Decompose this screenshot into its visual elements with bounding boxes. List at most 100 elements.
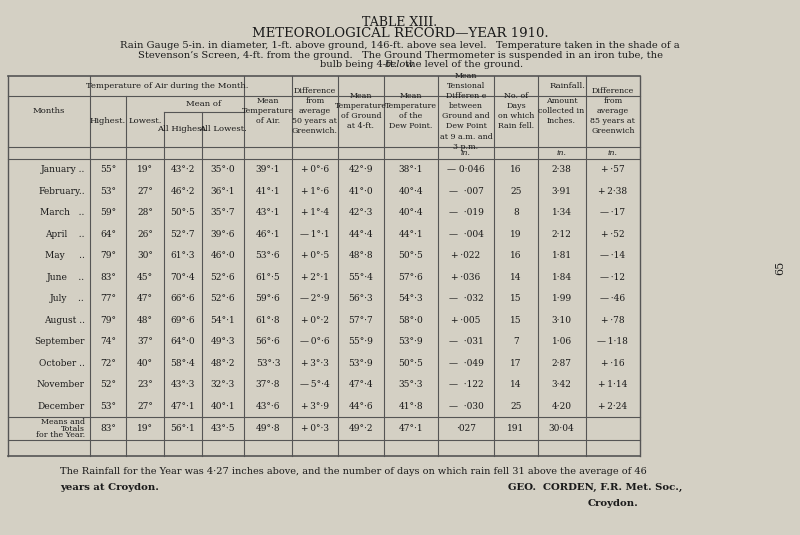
Text: — 0·046: — 0·046 — [447, 165, 485, 174]
Text: 44°·4: 44°·4 — [349, 230, 373, 239]
Text: 3·42: 3·42 — [552, 380, 571, 389]
Text: 50°·5: 50°·5 — [398, 251, 423, 261]
Text: 52°·7: 52°·7 — [170, 230, 195, 239]
Text: 57°·6: 57°·6 — [398, 273, 423, 282]
Text: All Highest.: All Highest. — [158, 126, 208, 133]
Text: 47°·1: 47°·1 — [170, 402, 195, 411]
Text: —  ·019: — ·019 — [449, 208, 483, 217]
Text: 59°·6: 59°·6 — [256, 294, 280, 303]
Text: 2·12: 2·12 — [552, 230, 571, 239]
Text: 57°·7: 57°·7 — [349, 316, 373, 325]
Text: 69°·6: 69°·6 — [170, 316, 195, 325]
Text: September: September — [34, 338, 85, 347]
Text: April    ..: April .. — [46, 230, 85, 239]
Text: 44°·1: 44°·1 — [398, 230, 423, 239]
Text: 70°·4: 70°·4 — [170, 273, 195, 282]
Text: 74°: 74° — [100, 338, 116, 347]
Text: 191: 191 — [507, 424, 525, 433]
Text: 58°·0: 58°·0 — [398, 316, 423, 325]
Text: 56°·3: 56°·3 — [349, 294, 373, 303]
Text: Rainfall.: Rainfall. — [550, 82, 586, 90]
Text: + ·57: + ·57 — [601, 165, 625, 174]
Text: + ·005: + ·005 — [451, 316, 481, 325]
Text: 46°·0: 46°·0 — [210, 251, 235, 261]
Text: 15: 15 — [510, 294, 522, 303]
Text: + 0°·5: + 0°·5 — [301, 251, 329, 261]
Text: 49°·3: 49°·3 — [210, 338, 235, 347]
Text: 41°·1: 41°·1 — [256, 187, 280, 196]
Text: 48°: 48° — [138, 316, 154, 325]
Text: 79°: 79° — [100, 251, 116, 261]
Text: Amount
collected in
Inches.: Amount collected in Inches. — [538, 97, 585, 125]
Text: 1·06: 1·06 — [551, 338, 572, 347]
Text: 64°: 64° — [100, 230, 116, 239]
Text: 46°·1: 46°·1 — [256, 230, 280, 239]
Text: in.: in. — [608, 149, 618, 157]
Text: 43°·2: 43°·2 — [170, 165, 195, 174]
Text: 16: 16 — [510, 251, 522, 261]
Text: March   ..: March .. — [41, 208, 85, 217]
Text: + ·78: + ·78 — [601, 316, 625, 325]
Text: 35°·0: 35°·0 — [210, 165, 235, 174]
Text: 30·04: 30·04 — [549, 424, 574, 433]
Text: 47°·4: 47°·4 — [349, 380, 373, 389]
Text: 56°·1: 56°·1 — [170, 424, 195, 433]
Text: 64°·0: 64°·0 — [170, 338, 195, 347]
Text: 39°·1: 39°·1 — [256, 165, 280, 174]
Text: 53°·9: 53°·9 — [398, 338, 423, 347]
Text: 48°·8: 48°·8 — [349, 251, 373, 261]
Text: 17: 17 — [510, 359, 522, 368]
Text: — 5°·4: — 5°·4 — [300, 380, 330, 389]
Text: 49°·8: 49°·8 — [256, 424, 280, 433]
Text: 43°·1: 43°·1 — [256, 208, 280, 217]
Text: 43°·5: 43°·5 — [210, 424, 235, 433]
Text: 7: 7 — [513, 338, 519, 347]
Text: 52°: 52° — [100, 380, 116, 389]
Text: Mean
Temperature
of Ground
at 4-ft.: Mean Temperature of Ground at 4-ft. — [334, 92, 386, 131]
Text: October ..: October .. — [39, 359, 85, 368]
Text: 27°: 27° — [138, 187, 153, 196]
Text: below: below — [385, 60, 415, 70]
Text: 41°·8: 41°·8 — [398, 402, 423, 411]
Text: 40°·1: 40°·1 — [210, 402, 235, 411]
Text: 55°·4: 55°·4 — [348, 273, 374, 282]
Text: 83°: 83° — [100, 273, 116, 282]
Text: 53°: 53° — [100, 187, 116, 196]
Text: August ..: August .. — [44, 316, 85, 325]
Text: 38°·1: 38°·1 — [398, 165, 423, 174]
Text: 3·10: 3·10 — [551, 316, 571, 325]
Text: 50°·5: 50°·5 — [398, 359, 423, 368]
Text: + 3°·3: + 3°·3 — [301, 359, 329, 368]
Text: November: November — [37, 380, 85, 389]
Text: 23°: 23° — [138, 380, 153, 389]
Text: —  ·049: — ·049 — [449, 359, 483, 368]
Text: 15: 15 — [510, 316, 522, 325]
Text: 43°·6: 43°·6 — [256, 402, 280, 411]
Text: + 0°·6: + 0°·6 — [301, 165, 329, 174]
Text: + 1°·4: + 1°·4 — [301, 208, 329, 217]
Text: Rain Gauge 5-in. in diameter, 1-ft. above ground, 146-ft. above sea level.   Tem: Rain Gauge 5-in. in diameter, 1-ft. abov… — [120, 41, 680, 50]
Text: for the Year.: for the Year. — [36, 431, 85, 439]
Text: —  ·032: — ·032 — [449, 294, 483, 303]
Text: July    ..: July .. — [50, 294, 85, 303]
Text: 39°·6: 39°·6 — [210, 230, 235, 239]
Text: in.: in. — [557, 149, 566, 157]
Text: 37°: 37° — [138, 338, 153, 347]
Text: + ·022: + ·022 — [451, 251, 481, 261]
Text: 48°·2: 48°·2 — [210, 359, 235, 368]
Text: bulb being 4-ft.: bulb being 4-ft. — [320, 60, 400, 70]
Text: 25: 25 — [510, 187, 522, 196]
Text: January ..: January .. — [41, 165, 85, 174]
Text: Temperature of Air during the Month.: Temperature of Air during the Month. — [86, 82, 248, 90]
Text: — 1·18: — 1·18 — [598, 338, 628, 347]
Text: + 1·14: + 1·14 — [598, 380, 627, 389]
Text: 83°: 83° — [100, 424, 116, 433]
Text: 14: 14 — [510, 380, 522, 389]
Text: 28°: 28° — [138, 208, 153, 217]
Text: Mean
Temperature
of Air.: Mean Temperature of Air. — [242, 97, 294, 125]
Text: —  ·122: — ·122 — [449, 380, 483, 389]
Text: GEO.  CORDEN, F.R. Met. Soc.,: GEO. CORDEN, F.R. Met. Soc., — [508, 483, 682, 492]
Text: + 0°·3: + 0°·3 — [301, 424, 329, 433]
Text: 19: 19 — [510, 230, 522, 239]
Text: 47°: 47° — [138, 294, 154, 303]
